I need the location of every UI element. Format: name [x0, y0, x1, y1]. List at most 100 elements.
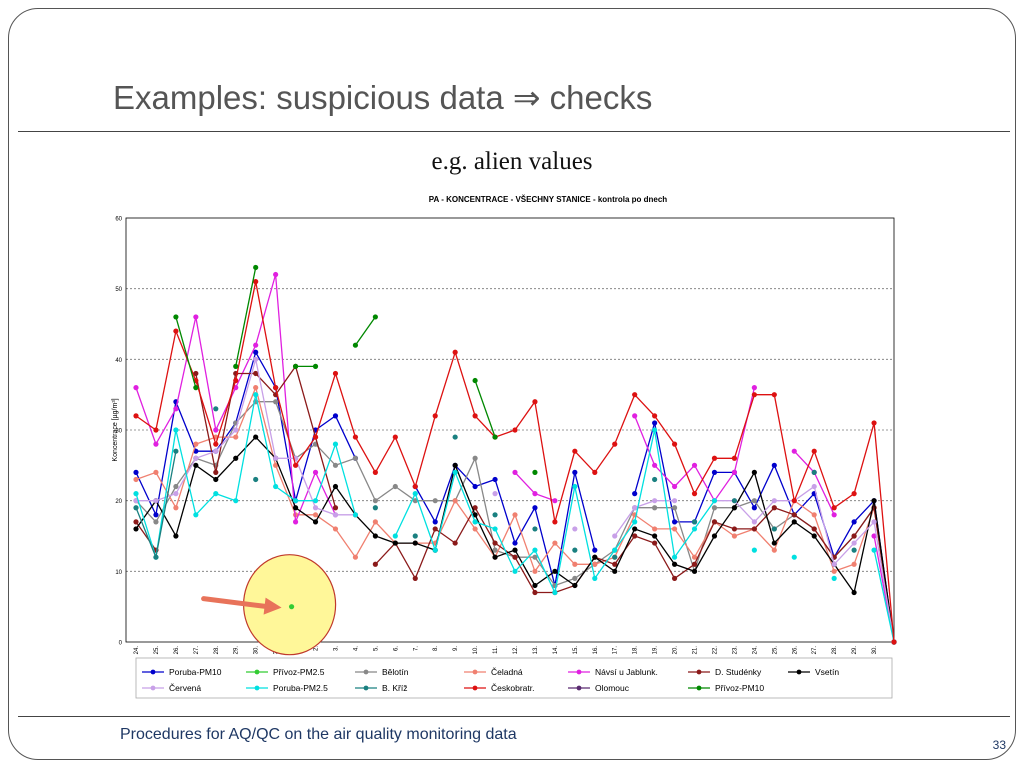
legend-frame: [135, 657, 893, 699]
data-point: [691, 462, 698, 468]
legend-swatch-marker: [150, 685, 156, 691]
legend-item: D. Studénky: [688, 667, 762, 677]
data-point: [691, 526, 698, 532]
y-tick-label: 30: [115, 429, 122, 435]
data-point: [253, 392, 259, 398]
data-point: [492, 526, 498, 532]
data-point: [193, 385, 199, 391]
data-point: [871, 498, 877, 504]
data-point: [432, 519, 438, 525]
data-point: [572, 526, 578, 532]
data-point: [811, 483, 817, 490]
data-point: [671, 519, 678, 525]
data-point: [771, 392, 777, 398]
data-point: [831, 505, 837, 511]
data-point: [133, 526, 139, 532]
data-point: [193, 455, 199, 461]
data-point: [153, 512, 159, 518]
data-point: [731, 469, 738, 475]
data-point: [791, 512, 797, 518]
chart-title: PA - KONCENTRACE - VŠECHNY STANICE - kon…: [429, 195, 667, 204]
data-point: [452, 462, 458, 468]
data-point: [412, 483, 418, 490]
x-tick-label: 4.: [353, 646, 359, 651]
series: [173, 264, 538, 475]
data-point: [711, 498, 718, 504]
legend-label: D. Studénky: [715, 667, 762, 677]
data-point: [512, 512, 518, 518]
data-point: [572, 575, 578, 582]
data-point: [731, 455, 738, 461]
data-point: [572, 582, 578, 589]
data-point: [472, 377, 478, 384]
legend-item: Červená: [142, 683, 201, 693]
data-point: [472, 455, 478, 461]
data-point: [552, 589, 558, 596]
series-line: [136, 359, 356, 516]
data-point: [532, 547, 538, 553]
x-tick-label: 9.: [453, 646, 459, 651]
data-point: [173, 505, 179, 511]
x-tick-label: 12.: [513, 646, 519, 655]
data-point: [492, 540, 498, 546]
data-point: [472, 519, 478, 525]
series-line: [354, 316, 376, 346]
data-point: [831, 575, 837, 582]
data-point: [751, 392, 757, 398]
data-point: [612, 533, 618, 539]
data-point: [512, 469, 518, 475]
data-point: [851, 561, 857, 567]
legend-swatch-marker: [150, 669, 156, 675]
data-point: [652, 427, 658, 433]
legend-swatch-marker: [472, 669, 478, 675]
data-point: [771, 547, 777, 553]
data-point: [731, 533, 738, 539]
data-point: [612, 554, 618, 560]
series: [133, 279, 897, 645]
x-tick-label: 28.: [832, 646, 838, 655]
data-point: [851, 589, 857, 596]
series-line: [634, 387, 756, 502]
data-point: [472, 505, 478, 511]
data-point: [412, 533, 418, 539]
data-point: [532, 554, 538, 560]
data-point: [392, 533, 398, 539]
x-tick-label: 23.: [732, 646, 738, 655]
data-point: [671, 441, 678, 447]
data-point: [851, 491, 857, 497]
data-point: [731, 526, 738, 532]
data-point: [572, 561, 578, 567]
y-tick-label: 40: [115, 358, 122, 364]
data-point: [412, 491, 418, 497]
data-point: [751, 385, 757, 391]
data-point: [312, 505, 319, 511]
data-point: [312, 434, 319, 440]
data-point: [432, 413, 438, 419]
data-point: [213, 441, 219, 447]
legend-item: Českobratr.: [464, 683, 534, 693]
data-point: [392, 483, 398, 490]
data-point: [552, 498, 558, 504]
page-number: 33: [992, 738, 1006, 752]
data-point: [851, 540, 857, 546]
data-point: [432, 526, 438, 532]
data-point: [512, 568, 518, 574]
series-line: [394, 429, 716, 595]
data-point: [412, 575, 418, 582]
series: [133, 406, 897, 645]
data-point: [253, 279, 259, 285]
data-point: [253, 356, 259, 362]
data-point: [532, 582, 538, 589]
data-point: [671, 575, 678, 582]
data-point: [472, 483, 478, 490]
data-point: [213, 476, 219, 483]
x-tick-label: 14.: [553, 646, 559, 655]
data-point: [512, 547, 518, 553]
data-point: [233, 498, 239, 504]
data-point: [871, 547, 877, 553]
data-point: [372, 519, 378, 525]
data-point: [173, 328, 179, 334]
data-point: [372, 314, 378, 320]
data-point: [671, 526, 678, 532]
data-point: [512, 540, 518, 546]
